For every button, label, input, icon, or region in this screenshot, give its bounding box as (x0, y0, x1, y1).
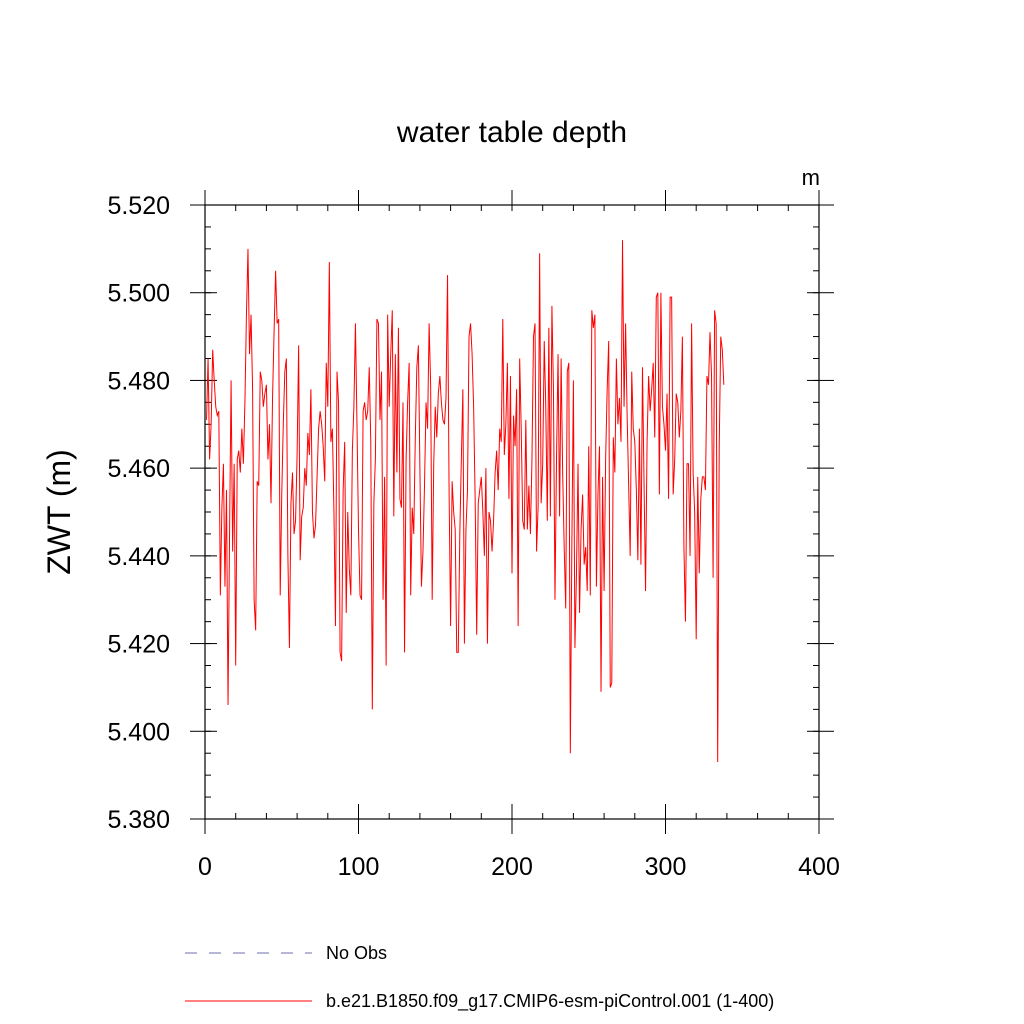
x-tick-label: 200 (491, 853, 533, 881)
y-tick-label: 5.420 (107, 631, 170, 659)
y-tick-label: 5.400 (107, 718, 170, 746)
y-axis-label: ZWT (m) (41, 449, 77, 575)
plot-axes: 0 100 200 300 400 5.380 5.400 5.420 5.440 5.460 5.… (107, 190, 840, 881)
units-label: m (802, 165, 820, 190)
x-tick-label: 0 (198, 853, 212, 881)
x-tick-label: 400 (798, 853, 840, 881)
y-tick-label: 5.460 (107, 455, 170, 483)
y-tick-label: 5.480 (107, 367, 170, 395)
x-tick-label: 300 (645, 853, 687, 881)
legend-label-no-obs: No Obs (326, 943, 387, 963)
series-line-zwt (206, 240, 725, 762)
x-tick-label: 100 (338, 853, 380, 881)
y-tick-label: 5.520 (107, 192, 170, 220)
legend-label-model: b.e21.B1850.f09_g17.CMIP6-esm-piControl.… (326, 991, 774, 1012)
chart-title: water table depth (396, 116, 627, 149)
y-tick-label: 5.440 (107, 543, 170, 571)
plot-frame (204, 204, 820, 820)
legend: No Obs b.e21.B1850.f09_g17.CMIP6-esm-piC… (185, 943, 774, 1012)
y-tick-label: 5.500 (107, 280, 170, 308)
y-tick-label: 5.380 (107, 806, 170, 834)
